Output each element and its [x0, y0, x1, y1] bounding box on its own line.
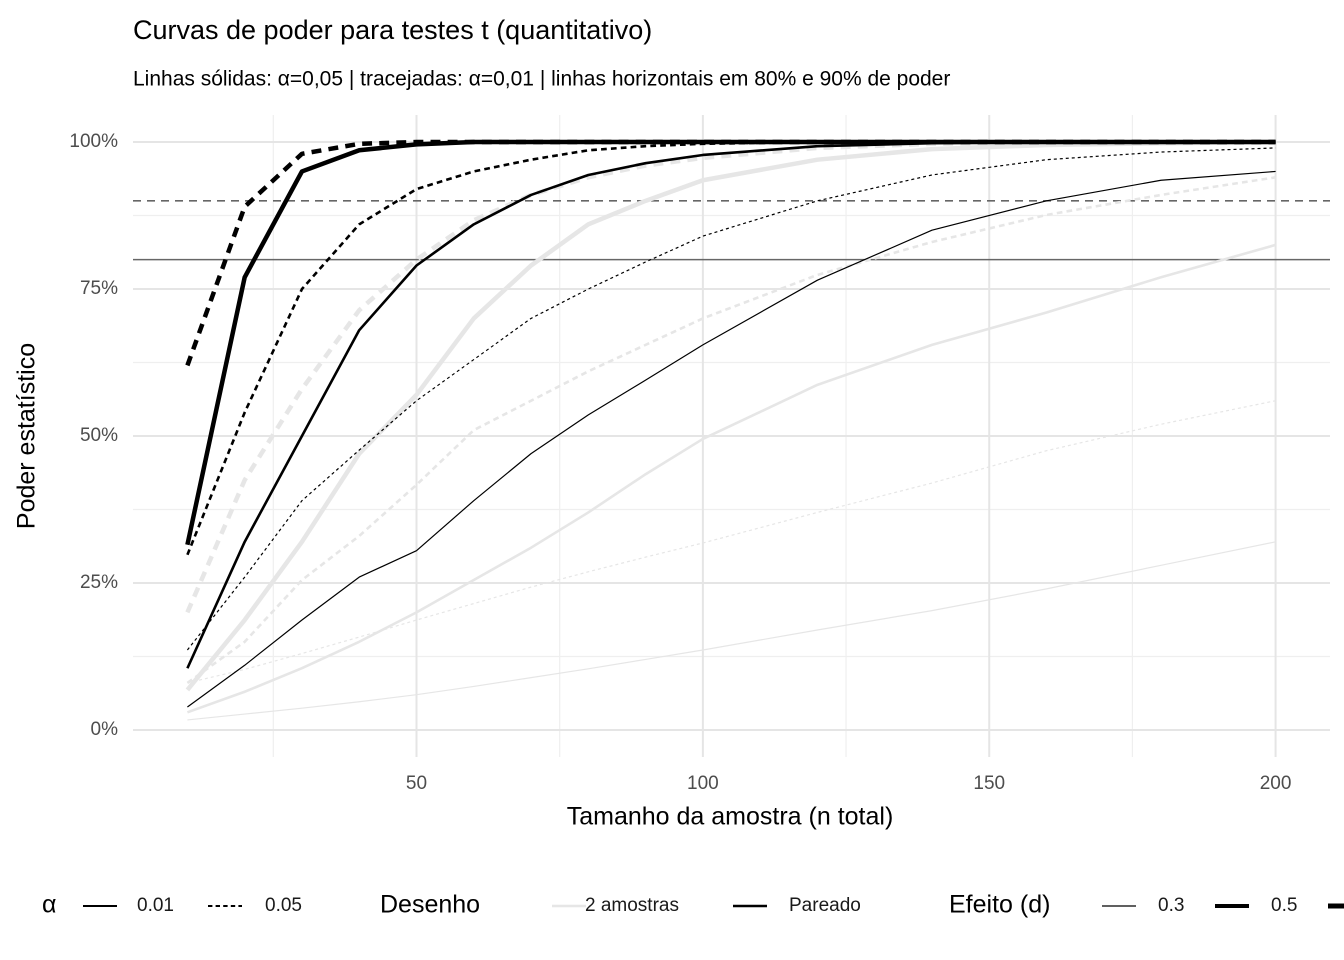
power-curve	[185, 139, 1276, 692]
x-tick-label: 150	[973, 773, 1005, 794]
chart-subtitle: Linhas sólidas: α=0,05 | tracejadas: α=0…	[133, 68, 950, 91]
x-tick-label: 50	[406, 773, 427, 794]
legend-label: 2 amostras	[585, 895, 679, 916]
power-curve	[186, 243, 1276, 714]
legend-label: 0.3	[1158, 895, 1184, 916]
y-tick-label: 25%	[80, 572, 118, 593]
legend-label: 0.01	[137, 895, 174, 916]
y-tick-label: 75%	[80, 278, 118, 299]
y-tick-label: 100%	[69, 131, 118, 152]
power-curve	[186, 140, 1276, 669]
y-tick-label: 0%	[91, 719, 119, 740]
x-tick-label: 200	[1260, 773, 1292, 794]
legend-title: α	[42, 891, 56, 919]
legend-label: 0.5	[1271, 895, 1297, 916]
legend-label: Pareado	[789, 895, 861, 916]
y-tick-label: 50%	[80, 425, 118, 446]
power-curve	[186, 147, 1276, 651]
y-axis-title: Poder estatístico	[13, 343, 41, 529]
power-curve	[185, 139, 1276, 614]
x-axis-title: Tamanho da amostra (n total)	[567, 803, 894, 831]
power-curve	[187, 541, 1276, 721]
x-tick-label: 100	[687, 773, 719, 794]
legend-title: Desenho	[380, 891, 480, 919]
power-curve	[185, 139, 1276, 367]
legend-title: Efeito (d)	[949, 891, 1050, 919]
chart-title: Curvas de poder para testes t (quantitat…	[133, 15, 652, 45]
power-curve	[187, 170, 1276, 708]
power-curve	[186, 176, 1276, 684]
power-curve	[187, 400, 1276, 684]
legend-label: 0.05	[265, 895, 302, 916]
